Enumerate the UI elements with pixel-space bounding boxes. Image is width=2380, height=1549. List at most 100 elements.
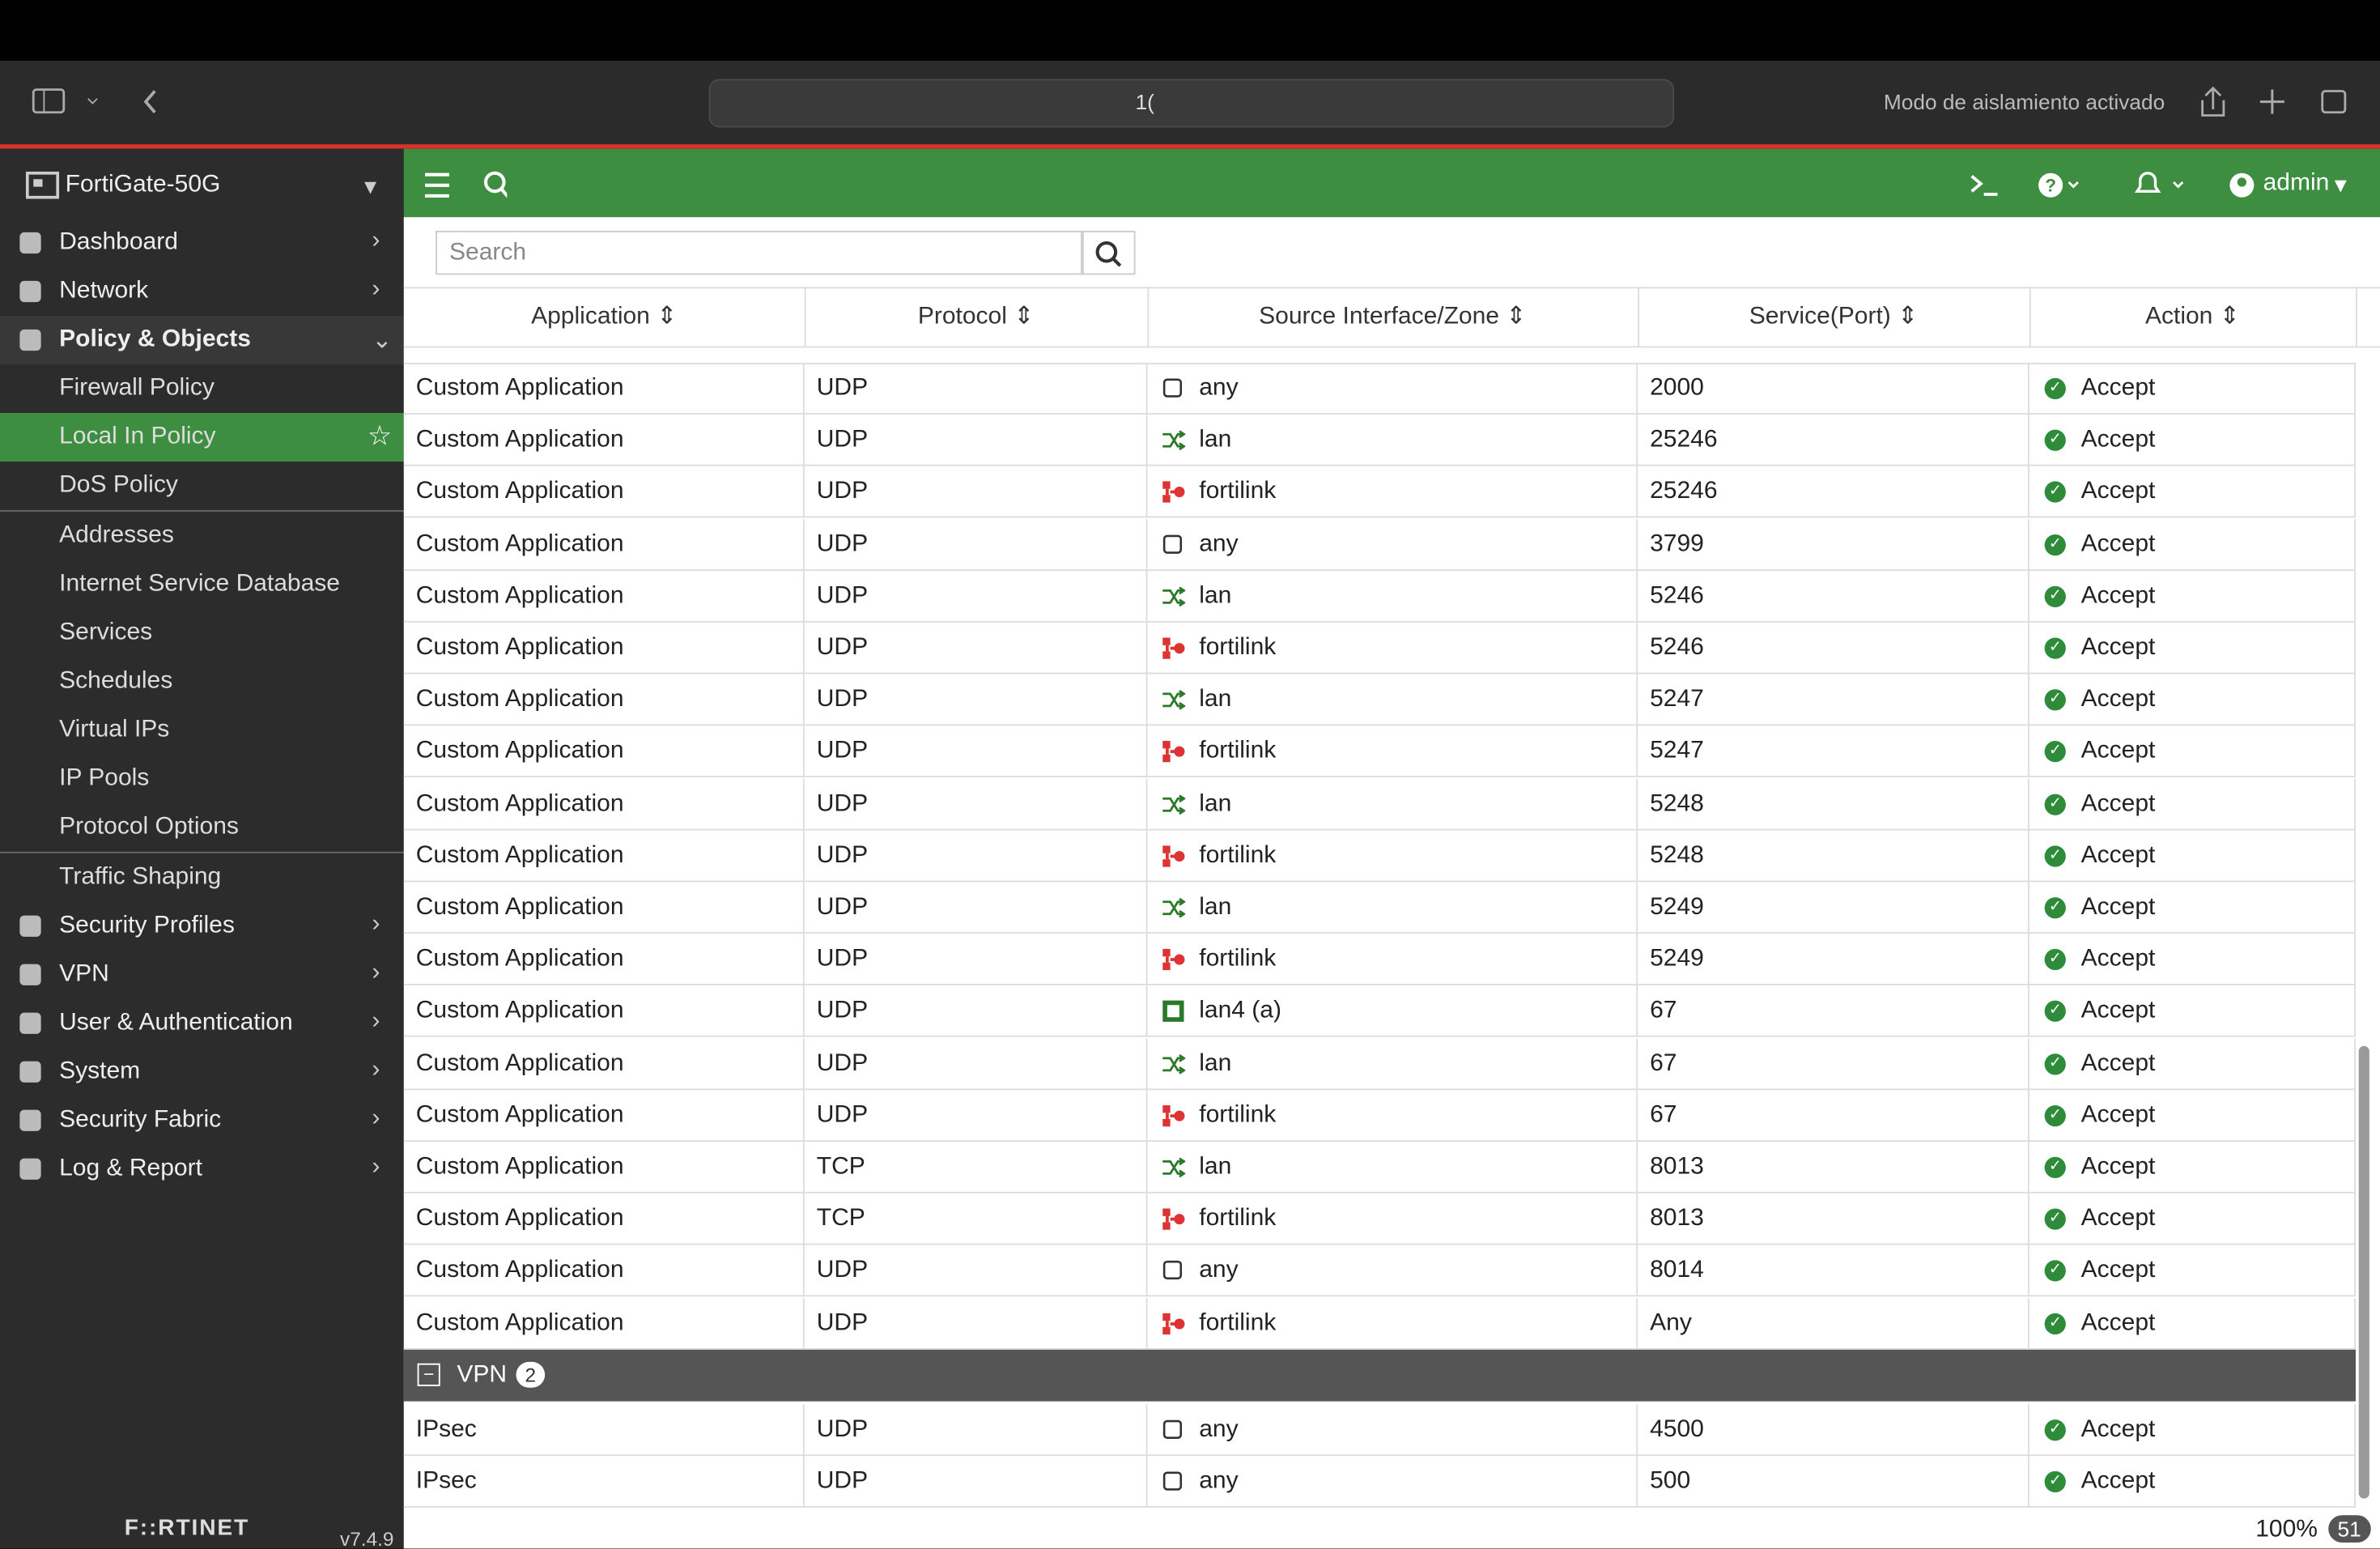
table-row[interactable]: Custom Application UDP lan 5248 ✓ Accept bbox=[403, 778, 2356, 830]
user-caret[interactable]: ▾ bbox=[2334, 172, 2347, 199]
cell-text: Accept bbox=[2080, 1468, 2156, 1494]
table-row[interactable]: Custom Application UDP lan 5247 ✓ Accept bbox=[403, 674, 2356, 726]
cell-text: IPsec bbox=[415, 1415, 477, 1442]
nav-sublabel[interactable]: Virtual IPs bbox=[59, 717, 170, 743]
table-row[interactable]: Custom Application UDP lan 67 ✓ Accept bbox=[403, 1037, 2356, 1090]
nav-label[interactable]: Policy & Objects bbox=[59, 326, 251, 352]
scrollbar[interactable] bbox=[2358, 1045, 2369, 1499]
table-row[interactable]: Custom Application UDP fortilink 5246 ✓ Accep… bbox=[403, 622, 2356, 674]
nav-item[interactable]: Security Fabric › bbox=[0, 1096, 404, 1145]
column-title[interactable]: Service(Port) bbox=[1749, 304, 1891, 330]
nav-sublabel[interactable]: Protocol Options bbox=[59, 814, 239, 840]
menu-search-icons[interactable] bbox=[422, 170, 508, 201]
top-bar: ? admin ▾ bbox=[403, 148, 2380, 218]
nav-subitem[interactable]: Schedules bbox=[0, 657, 404, 706]
device-name[interactable]: FortiGate-50G bbox=[65, 171, 221, 198]
table-row[interactable]: Custom Application UDP lan 5246 ✓ Accept bbox=[403, 570, 2356, 623]
nav-item[interactable]: VPN › bbox=[0, 951, 404, 999]
table-row[interactable]: Custom Application UDP fortilink 67 ✓ Accept bbox=[403, 1089, 2356, 1142]
nav-label[interactable]: Dashboard bbox=[59, 229, 178, 255]
favorite-star[interactable]: ☆ bbox=[367, 420, 393, 451]
device-caret[interactable]: ▾ bbox=[364, 174, 377, 201]
column-title[interactable]: Source Interface/Zone bbox=[1259, 304, 1499, 330]
cell-text: Accept bbox=[2080, 582, 2156, 609]
nav-subitem[interactable]: Traffic Shaping bbox=[0, 853, 404, 902]
nav-sublabel[interactable]: Internet Service Database bbox=[59, 571, 340, 597]
column-header[interactable]: Action ⇕ bbox=[2029, 287, 2357, 348]
cell-text: 5247 bbox=[1650, 686, 1704, 713]
nav-label[interactable]: Security Profiles bbox=[59, 912, 235, 938]
group-header[interactable]: − VPN 2 bbox=[403, 1349, 2356, 1402]
nav-item[interactable]: Security Profiles › bbox=[0, 902, 404, 951]
column-header[interactable]: Application ⇕ bbox=[404, 287, 806, 348]
nav-item[interactable]: Network › bbox=[0, 267, 404, 316]
nav-item[interactable]: System › bbox=[0, 1048, 404, 1096]
column-header[interactable]: Service(Port) ⇕ bbox=[1638, 287, 2031, 348]
nav-item[interactable]: Log & Report › bbox=[0, 1145, 404, 1194]
nav-sublabel[interactable]: IP Pools bbox=[59, 765, 150, 791]
collapse-icon[interactable]: − bbox=[417, 1363, 440, 1386]
table-cell: ✓ Accept bbox=[2029, 726, 2356, 778]
table-row[interactable]: Custom Application UDP fortilink 25246 ✓ Acce… bbox=[403, 466, 2356, 519]
table-row[interactable]: Custom Application UDP lan4 (a) 67 ✓ Accept bbox=[403, 985, 2356, 1038]
nav-sublabel[interactable]: Addresses bbox=[59, 522, 174, 548]
search-button[interactable] bbox=[1081, 231, 1136, 275]
cell-text: lan bbox=[1199, 790, 1232, 816]
table-row[interactable]: Custom Application UDP any 2000 ✓ Accept bbox=[403, 363, 2356, 415]
nav-subitem[interactable]: Firewall Policy bbox=[0, 364, 404, 413]
table-row[interactable]: IPsec UDP any 4500 ✓ Accept bbox=[403, 1403, 2356, 1456]
column-title[interactable]: Application bbox=[531, 304, 650, 330]
nav-label[interactable]: Security Fabric bbox=[59, 1106, 222, 1133]
column-title[interactable]: Protocol bbox=[917, 304, 1007, 330]
interface-icon bbox=[1162, 1157, 1186, 1178]
nav-sublabel[interactable]: Schedules bbox=[59, 668, 173, 694]
browser-controls[interactable] bbox=[31, 85, 168, 118]
address-bar[interactable]: 1( bbox=[708, 79, 1675, 128]
column-header[interactable]: Protocol ⇕ bbox=[805, 287, 1150, 348]
nav-sublabel[interactable]: Traffic Shaping bbox=[59, 863, 222, 890]
badge: 51 bbox=[2328, 1515, 2370, 1543]
nav-subitem[interactable]: DoS Policy bbox=[0, 462, 404, 510]
nav-subitem[interactable]: Internet Service Database bbox=[0, 560, 404, 609]
cell-text: fortilink bbox=[1199, 1206, 1277, 1232]
table-row[interactable]: Custom Application UDP any 8014 ✓ Accept bbox=[403, 1245, 2356, 1297]
nav-item[interactable]: User & Authentication › bbox=[0, 999, 404, 1048]
nav-subitem[interactable]: Local In Policy ☆ bbox=[0, 413, 404, 462]
table-row[interactable]: Custom Application UDP lan 25246 ✓ Accept bbox=[403, 415, 2356, 466]
user-name[interactable]: admin bbox=[2263, 170, 2330, 196]
nav-label[interactable]: Network bbox=[59, 278, 149, 304]
table-row[interactable]: Custom Application UDP fortilink 5248 ✓ Accep… bbox=[403, 830, 2356, 882]
nav-subitem[interactable]: Services bbox=[0, 609, 404, 657]
nav-label[interactable]: System bbox=[59, 1057, 141, 1084]
nav-item[interactable]: Policy & Objects ⌄ bbox=[0, 316, 404, 364]
nav-icon bbox=[19, 280, 41, 303]
table-row[interactable]: Custom Application UDP fortilink Any ✓ Accept bbox=[403, 1297, 2356, 1350]
browser-actions[interactable] bbox=[2198, 82, 2356, 121]
table-row[interactable]: Custom Application UDP lan 5249 ✓ Accept bbox=[403, 882, 2356, 934]
nav-label[interactable]: Log & Report bbox=[59, 1155, 202, 1181]
cell-text: any bbox=[1199, 1468, 1239, 1494]
column-header[interactable]: Source Interface/Zone ⇕ bbox=[1148, 287, 1639, 348]
nav-sublabel[interactable]: DoS Policy bbox=[59, 472, 178, 498]
column-title[interactable]: Action bbox=[2144, 304, 2213, 330]
nav-sublabel[interactable]: Services bbox=[59, 619, 153, 645]
nav-sublabel[interactable]: Local In Policy bbox=[59, 423, 216, 449]
nav-subitem[interactable]: Addresses bbox=[0, 512, 404, 560]
table-row[interactable]: Custom Application UDP fortilink 5249 ✓ Accep… bbox=[403, 934, 2356, 986]
table-row[interactable]: Custom Application UDP any 3799 ✓ Accept bbox=[403, 518, 2356, 571]
nav-subitem[interactable]: Protocol Options bbox=[0, 803, 404, 852]
nav-item[interactable]: Dashboard › bbox=[0, 219, 404, 267]
top-icons[interactable]: ? bbox=[1967, 168, 2195, 202]
table-row[interactable]: Custom Application TCP fortilink 8013 ✓ Accep… bbox=[403, 1194, 2356, 1245]
nav-sublabel[interactable]: Firewall Policy bbox=[59, 375, 215, 401]
table-row[interactable]: IPsec UDP any 500 ✓ Accept bbox=[403, 1456, 2356, 1508]
cell-text: Accept bbox=[2080, 946, 2156, 972]
nav-label[interactable]: VPN bbox=[59, 960, 109, 987]
interface-icon bbox=[1162, 586, 1186, 606]
nav-subitem[interactable]: IP Pools bbox=[0, 755, 404, 803]
nav-subitem[interactable]: Virtual IPs bbox=[0, 706, 404, 755]
table-row[interactable]: Custom Application UDP fortilink 5247 ✓ Accep… bbox=[403, 726, 2356, 778]
table-row[interactable]: Custom Application TCP lan 8013 ✓ Accept bbox=[403, 1142, 2356, 1194]
search-input[interactable]: Search bbox=[436, 231, 1084, 275]
nav-label[interactable]: User & Authentication bbox=[59, 1009, 293, 1036]
